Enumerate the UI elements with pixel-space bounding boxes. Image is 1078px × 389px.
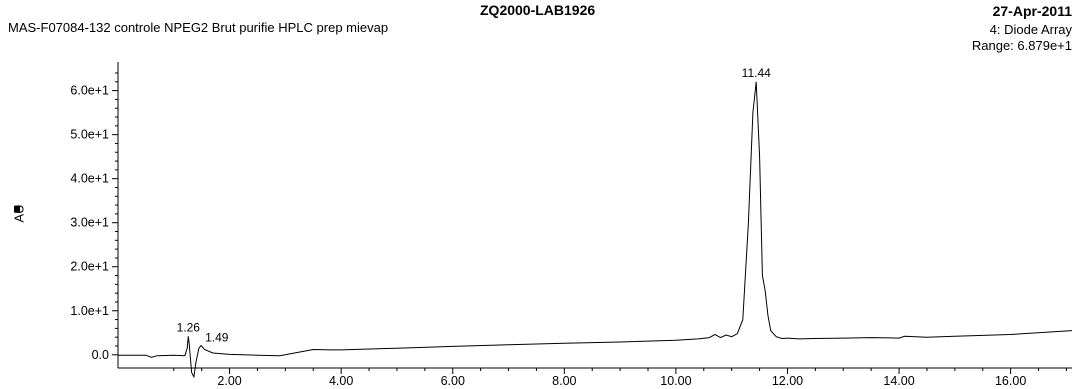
x-tick-label: 10.00 [660,374,691,388]
run-date: 27-Apr-2011 [992,3,1072,19]
peak-label: 1.26 [177,320,201,334]
peak-label: 11.44 [742,66,771,80]
x-tick-label: 8.00 [552,374,576,388]
instrument-title: ZQ2000-LAB1926 [480,2,596,18]
y-tick-label: 6.0e+1 [70,84,109,98]
x-tick-label: 6.00 [441,374,465,388]
peak-label: 1.49 [205,331,229,345]
y-tick-label: 0.0 [92,348,109,362]
sample-description: MAS-F07084-132 controle NPEG2 Brut purif… [8,20,389,35]
peak-annotations: 1.26 1.49 11.44 [177,66,772,345]
chromatogram-trace [118,81,1073,379]
y-tick-label: 5.0e+1 [70,128,109,142]
x-tick-label: 12.00 [772,374,803,388]
axis-ticks: 0.0 1.0e+1 2.0e+1 3.0e+1 4.0e+1 5.0e+1 6.0e+1 2… [70,72,1067,388]
x-tick-label: 2.00 [217,374,241,388]
y-tick-label: 3.0e+1 [70,216,109,230]
range-label: Range: 6.879e+1 [971,38,1072,53]
x-tick-label: 14.00 [883,374,914,388]
y-tick-label: 1.0e+1 [70,304,109,318]
x-tick-label: 4.00 [329,374,353,388]
x-tick-label: 16.00 [995,374,1026,388]
y-tick-label: 4.0e+1 [70,172,109,186]
detector-label: 4: Diode Array [989,22,1072,37]
y-tick-label: 2.0e+1 [70,260,109,274]
y-axis-marker [14,206,20,212]
